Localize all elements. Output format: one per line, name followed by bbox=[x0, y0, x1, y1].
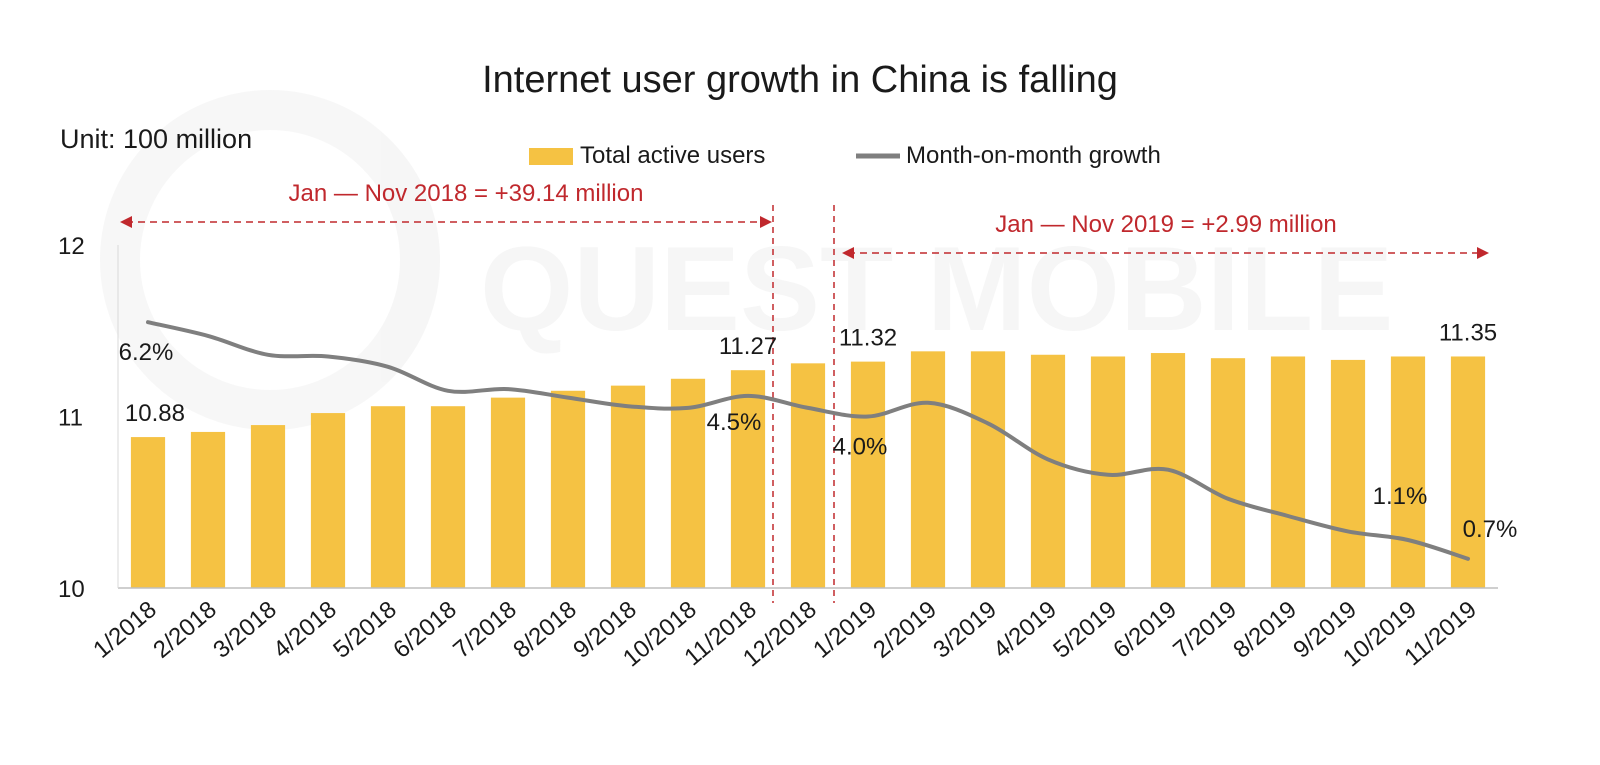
y-axis-ticks: 10 11 12 bbox=[58, 233, 85, 603]
x-tick-label: 2/2018 bbox=[148, 596, 222, 664]
bar bbox=[1210, 358, 1246, 588]
bar bbox=[730, 370, 766, 588]
bar bbox=[250, 425, 286, 588]
x-tick-label: 3/2019 bbox=[928, 596, 1002, 664]
bar bbox=[130, 437, 166, 588]
growth-line-path bbox=[146, 320, 1470, 561]
bar-value-label: 11.32 bbox=[839, 325, 897, 352]
growth-line bbox=[146, 320, 1470, 561]
bar bbox=[370, 406, 406, 588]
growth-value-label: 4.0% bbox=[833, 434, 888, 461]
bar bbox=[490, 397, 526, 588]
annotation-2018-text: Jan — Nov 2018 = +39.14 million bbox=[289, 180, 644, 207]
watermark: QUEST MOBILE bbox=[100, 90, 1393, 430]
x-tick-label: 1/2018 bbox=[88, 596, 162, 664]
growth-value-label: 4.5% bbox=[707, 409, 762, 436]
legend-label-bar: Total active users bbox=[580, 142, 765, 169]
annotation-2018-arrow-right-icon bbox=[760, 216, 772, 228]
bar bbox=[970, 351, 1006, 588]
annotation-2019-arrow-left-icon bbox=[842, 247, 854, 259]
chart-title: Internet user growth in China is falling bbox=[482, 59, 1118, 101]
growth-labels: 6.2% 4.5% 4.0% 1.1% 0.7% bbox=[119, 339, 1518, 543]
legend-label-line: Month-on-month growth bbox=[906, 142, 1161, 169]
x-tick-label: 4/2018 bbox=[268, 596, 342, 664]
bar bbox=[1330, 359, 1366, 588]
bar-labels: 10.88 11.27 11.32 11.35 bbox=[125, 319, 1497, 427]
bar bbox=[1030, 354, 1066, 588]
bar bbox=[550, 390, 586, 588]
bar-value-label: 11.27 bbox=[719, 333, 777, 360]
bar bbox=[610, 385, 646, 588]
growth-value-label: 1.1% bbox=[1373, 483, 1428, 510]
bar bbox=[1270, 356, 1306, 588]
x-tick-label: 5/2018 bbox=[328, 596, 402, 664]
x-tick-label: 3/2018 bbox=[208, 596, 282, 664]
x-tick-label: 8/2018 bbox=[508, 596, 582, 664]
annotations: Jan — Nov 2018 = +39.14 million Jan — No… bbox=[120, 180, 1489, 603]
x-axis-ticks: 1/20182/20183/20184/20185/20186/20187/20… bbox=[88, 596, 1482, 672]
y-tick-label: 11 bbox=[58, 405, 83, 432]
bar-value-label: 11.35 bbox=[1439, 319, 1497, 346]
bar bbox=[910, 351, 946, 588]
growth-value-label: 6.2% bbox=[119, 339, 174, 366]
bar bbox=[850, 361, 886, 588]
bar bbox=[1390, 356, 1426, 588]
bar bbox=[1450, 356, 1486, 588]
annotation-2018-arrow-left-icon bbox=[120, 216, 132, 228]
y-tick-label: 10 bbox=[58, 576, 85, 603]
x-tick-label: 8/2019 bbox=[1228, 596, 1302, 664]
bar-value-label: 10.88 bbox=[125, 400, 185, 427]
watermark-logo-icon bbox=[100, 90, 440, 430]
x-tick-label: 5/2019 bbox=[1048, 596, 1122, 664]
x-tick-label: 6/2019 bbox=[1108, 596, 1182, 664]
x-tick-label: 4/2019 bbox=[988, 596, 1062, 664]
annotation-2019-text: Jan — Nov 2019 = +2.99 million bbox=[995, 211, 1337, 238]
legend: Total active users Month-on-month growth bbox=[529, 142, 1161, 169]
annotation-2019-arrow-right-icon bbox=[1477, 247, 1489, 259]
x-tick-label: 7/2018 bbox=[448, 596, 522, 664]
unit-label: Unit: 100 million bbox=[60, 124, 252, 154]
x-tick-label: 2/2019 bbox=[868, 596, 942, 664]
x-tick-label: 1/2019 bbox=[808, 596, 882, 664]
x-tick-label: 6/2018 bbox=[388, 596, 462, 664]
y-tick-label: 12 bbox=[58, 233, 85, 260]
bars bbox=[130, 351, 1486, 588]
bar bbox=[190, 431, 226, 588]
watermark-text: QUEST MOBILE bbox=[480, 222, 1393, 356]
bar bbox=[790, 363, 826, 588]
legend-swatch-bar bbox=[529, 148, 573, 165]
x-tick-label: 7/2019 bbox=[1168, 596, 1242, 664]
bar bbox=[670, 378, 706, 588]
bar bbox=[310, 413, 346, 588]
bar bbox=[430, 406, 466, 588]
growth-value-label: 0.7% bbox=[1463, 516, 1518, 543]
